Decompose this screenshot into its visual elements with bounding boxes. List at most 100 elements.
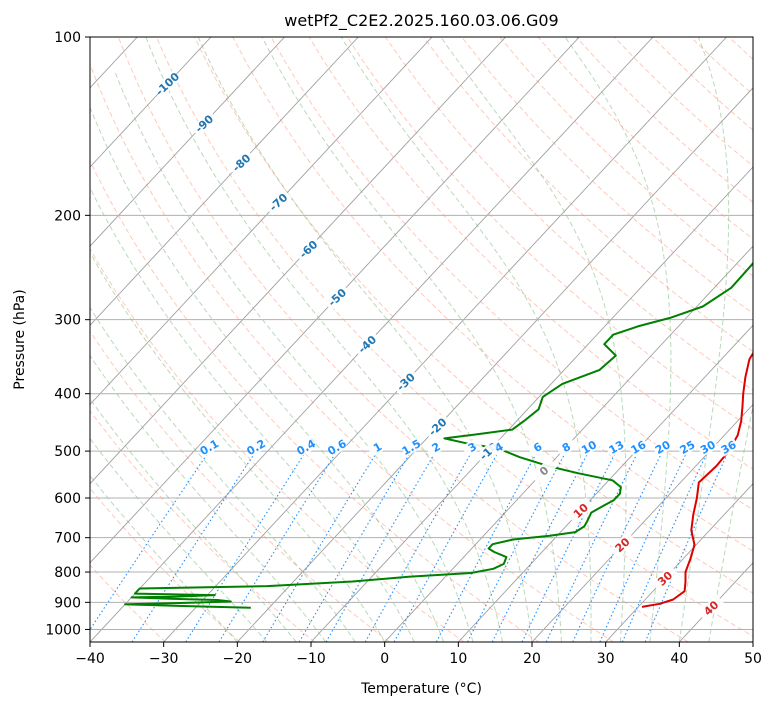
mixing-ratio-label: 1.5	[400, 437, 423, 458]
mixing-ratio-line	[644, 450, 730, 642]
isopleth-labels: -100-90-80-70-60-50-40-30-20-10010203040…	[153, 70, 740, 622]
dry-adiabat	[423, 37, 753, 353]
x-axis-label: Temperature (°C)	[360, 681, 482, 697]
pressure-gridlines	[90, 37, 753, 630]
mixing-ratio-line	[521, 450, 617, 642]
dry-adiabat	[232, 37, 753, 552]
isotherm-line	[0, 37, 64, 642]
isotherm-line	[310, 166, 753, 642]
isotherm-line	[90, 37, 580, 564]
dry-adiabat	[652, 37, 753, 131]
x-tick-label: 30	[597, 651, 615, 667]
y-tick-label: 700	[54, 531, 81, 547]
x-tick-label: −20	[223, 651, 253, 667]
mixing-ratio-line	[393, 450, 500, 642]
dry-adiabat	[194, 37, 753, 594]
isotherm-line	[90, 37, 433, 406]
dry-adiabat	[461, 37, 753, 315]
dry-adiabat	[384, 37, 753, 391]
mixing-ratio-line	[435, 450, 539, 642]
x-tick-label: 0	[380, 651, 389, 667]
y-tick-label: 900	[54, 595, 81, 611]
moist-adiabat	[90, 106, 445, 642]
isotherm-line	[457, 324, 753, 642]
isotherm-line	[236, 87, 753, 642]
x-tick-label: 10	[449, 651, 467, 667]
moist-adiabat	[90, 186, 415, 642]
x-tick-label: −40	[75, 651, 105, 667]
y-tick-label: 500	[54, 444, 81, 460]
dry-adiabat	[155, 37, 753, 637]
dry-adiabat	[690, 37, 753, 96]
dry-adiabat	[90, 62, 614, 642]
dry-adiabat	[90, 409, 316, 642]
y-tick-label: 1000	[45, 622, 81, 638]
mixing-ratio-line	[90, 450, 210, 631]
plot-frame	[89, 36, 754, 643]
dry-adiabat	[90, 159, 540, 642]
mixing-ratio-line	[262, 450, 378, 642]
mixing-ratio-line	[218, 450, 338, 642]
y-tick-label: 200	[54, 208, 81, 224]
dry-adiabat	[117, 37, 689, 642]
isotherm-line	[605, 483, 753, 642]
y-tick-label: 400	[54, 387, 81, 403]
chart-title: wetPf2_C2E2.2025.160.03.06.G09	[284, 11, 558, 31]
moist-adiabat	[261, 37, 562, 642]
dry-adiabat	[499, 37, 753, 277]
mixing-ratio-label: 25	[678, 438, 698, 457]
moist-adiabat	[90, 306, 356, 642]
dry-adiabat	[575, 37, 753, 203]
y-tick-label: 600	[54, 491, 81, 507]
background-lines	[0, 37, 775, 642]
moist-adiabat	[440, 37, 627, 642]
moist-adiabat	[708, 403, 753, 642]
mixing-ratio-line	[364, 450, 473, 642]
mixing-ratio-label: 10	[579, 438, 599, 457]
x-tick-label: −10	[296, 651, 326, 667]
dewpoint-line	[124, 261, 753, 609]
dry-adiabat	[90, 564, 166, 642]
mixing-ratio-label: 0.1	[198, 437, 221, 458]
moist-adiabat	[114, 72, 474, 642]
x-axis-ticks: −40 −30 −20 −10 0 10 20 30 40 50	[75, 642, 762, 667]
mixing-ratio-label: 0.6	[325, 437, 349, 458]
moist-adiabat	[90, 251, 386, 642]
x-tick-label: 20	[523, 651, 541, 667]
mixing-ratio-label: 0.4	[295, 437, 319, 458]
x-tick-label: 50	[744, 651, 762, 667]
moist-adiabat	[90, 398, 297, 642]
mixing-ratio-label: 36	[719, 438, 739, 457]
isotherm-line	[90, 37, 359, 326]
y-tick-label: 300	[54, 313, 81, 329]
mixing-ratio-line	[621, 450, 709, 642]
mixing-ratio-label: 30	[698, 438, 718, 457]
dry-adiabat	[90, 247, 465, 642]
moist-adiabat	[90, 354, 327, 642]
dry-adiabat	[346, 37, 753, 430]
temperature-line	[641, 351, 753, 608]
x-tick-label: −30	[149, 651, 179, 667]
x-tick-label: 40	[670, 651, 688, 667]
moist-adiabat	[564, 37, 672, 642]
isotherm-line	[752, 641, 753, 642]
y-axis-ticks: 100 200 300 400 500 600 700 800 900 1000	[45, 30, 90, 638]
moist-adiabat	[340, 37, 592, 642]
mixing-ratio-line	[185, 450, 307, 642]
mixing-ratio-line	[131, 450, 257, 642]
moist-adiabat	[678, 37, 730, 642]
profile-series	[124, 261, 753, 609]
dry-adiabat	[90, 330, 390, 642]
mixing-ratio-line	[491, 450, 590, 642]
isotherm-line	[163, 37, 727, 642]
dry-adiabat	[767, 37, 775, 642]
moist-adiabat	[90, 437, 268, 642]
moist-adiabat	[145, 37, 503, 642]
y-tick-label: 100	[54, 30, 81, 46]
y-tick-label: 800	[54, 565, 81, 581]
isotherm-line	[384, 245, 753, 642]
dry-adiabat	[270, 37, 753, 511]
moist-adiabat	[197, 37, 533, 642]
isotherm-line	[90, 37, 506, 485]
